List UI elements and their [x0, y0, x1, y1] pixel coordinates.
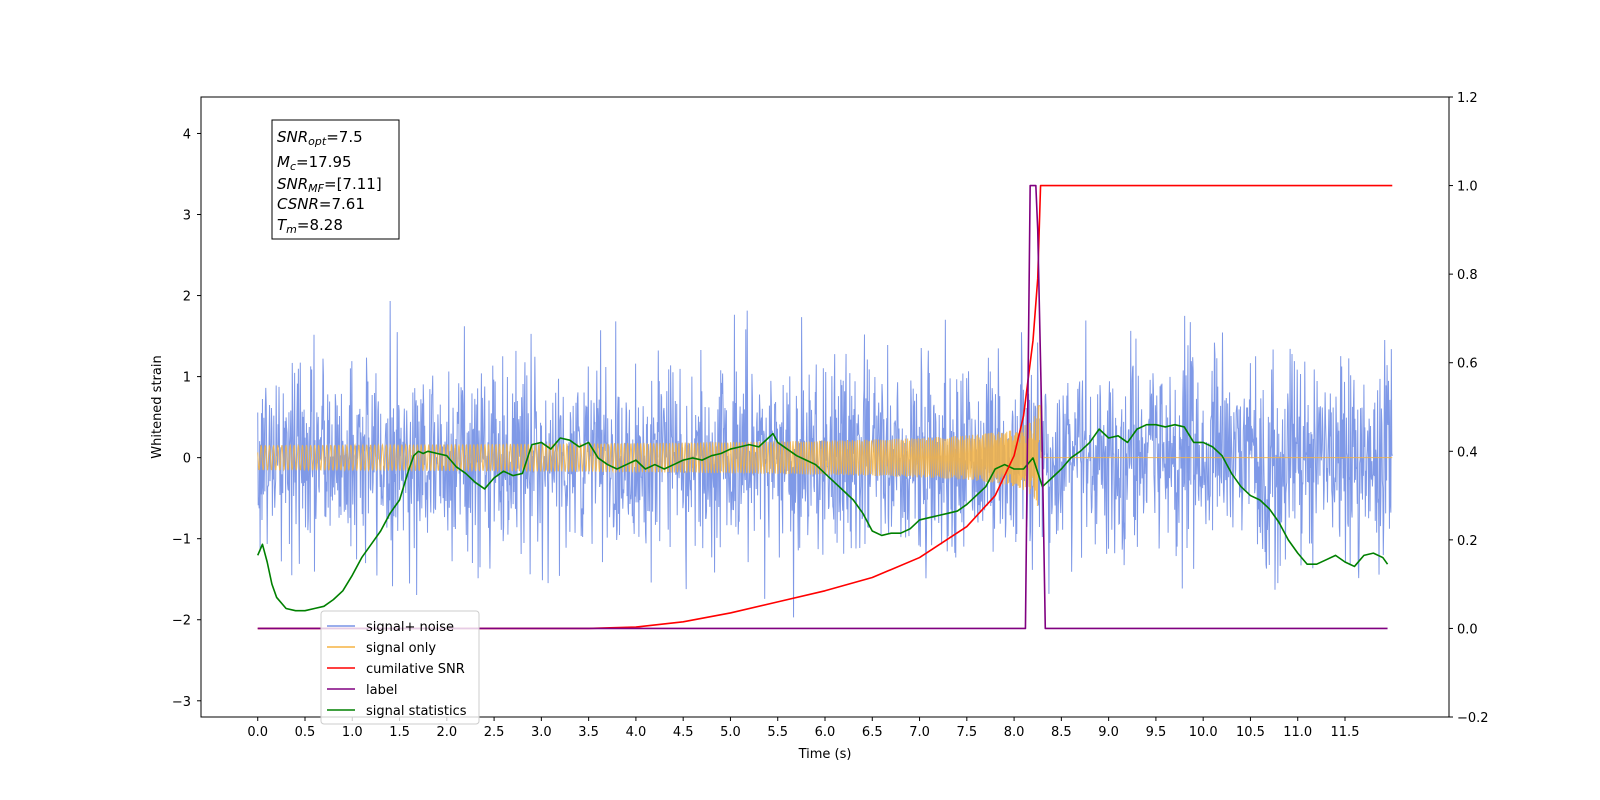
- annotation-tm-value: =8.28: [297, 216, 343, 234]
- legend-label: signal statistics: [366, 704, 467, 719]
- annotation-snr-mf-value: =[7.11]: [324, 175, 382, 193]
- y-tick-label: 3: [183, 209, 191, 224]
- series-signal-noise: [257, 301, 1393, 618]
- y2-tick-label: 0.6: [1457, 357, 1478, 372]
- y-tick-label: 0: [183, 452, 191, 467]
- y2-tick-label: 0.8: [1457, 268, 1478, 283]
- x-tick-label: 0.0: [247, 725, 268, 740]
- y-tick-label: 2: [183, 290, 191, 305]
- annotation-csnr-value: =7.61: [319, 195, 365, 213]
- legend-label: label: [366, 683, 397, 698]
- annotation-csnr-symbol: CSNR: [277, 195, 319, 213]
- x-tick-label: 10.5: [1236, 725, 1265, 740]
- annotation-snr-opt-symbol: SNR: [277, 128, 308, 146]
- y-tick-label: −3: [172, 695, 191, 710]
- x-tick-label: 2.5: [484, 725, 505, 740]
- x-tick-label: 7.0: [909, 725, 930, 740]
- series-layer: [256, 184, 1393, 630]
- x-tick-label: 9.5: [1146, 725, 1167, 740]
- annotation-snr-mf-subscript: MF: [308, 182, 324, 195]
- y-tick-label: −1: [172, 533, 191, 548]
- y-tick-label: −2: [172, 614, 191, 629]
- annotation-tm-subscript: m: [286, 223, 297, 236]
- annotation-snr-opt-value: =7.5: [326, 128, 362, 146]
- x-tick-label: 7.5: [956, 725, 977, 740]
- y2-tick-label: 0.2: [1457, 534, 1478, 549]
- annotation-snr-mf: SNRMF=[7.11]: [277, 175, 382, 195]
- y-axis-label: Whitened strain: [150, 355, 165, 458]
- x-tick-label: 4.0: [626, 725, 647, 740]
- x-tick-label: 1.0: [342, 725, 363, 740]
- legend-frame: [320, 610, 480, 725]
- x-tick-label: 0.5: [295, 725, 316, 740]
- annotation-csnr: CSNR=7.61: [277, 195, 365, 213]
- annotation-mc-symbol: M: [277, 153, 290, 171]
- y2-tick-label: −0.2: [1457, 711, 1489, 726]
- legend-label: signal only: [366, 641, 436, 656]
- annotation-mc-value: =17.95: [296, 153, 352, 171]
- x-tick-label: 1.5: [389, 725, 410, 740]
- y2-tick-label: 0.4: [1457, 445, 1478, 460]
- annotation-snr-opt-subscript: opt: [308, 135, 327, 148]
- plot-area: [256, 184, 1393, 630]
- x-tick-label: 5.0: [720, 725, 741, 740]
- x-tick-label: 5.5: [767, 725, 788, 740]
- x-axis-label: Time (s): [798, 747, 852, 762]
- legend-label: signal+ noise: [366, 620, 454, 635]
- x-tick-label: 8.0: [1004, 725, 1025, 740]
- legend-items: signal+ noise signal only cumilative SNR la…: [327, 620, 467, 719]
- y-tick-label: 1: [183, 371, 191, 386]
- annotation-frame: [271, 119, 400, 240]
- tick-group: 0.0 0.5 1.0 1.5 2.0 2.5 3.0 3.5 4.0 4.5 5.0 5.5 6.0 6…: [172, 91, 1489, 740]
- x-tick-label: 11.0: [1283, 725, 1312, 740]
- x-tick-label: 6.5: [862, 725, 883, 740]
- y2-tick-label: 1.2: [1457, 91, 1478, 106]
- legend: signal+ noise signal only cumilative SNR la…: [320, 610, 480, 725]
- annotation-mc: Mc=17.95: [277, 153, 352, 173]
- x-tick-label: 9.0: [1098, 725, 1119, 740]
- x-tick-label: 6.0: [815, 725, 836, 740]
- series-label: [257, 184, 1388, 630]
- x-tick-label: 3.0: [531, 725, 552, 740]
- x-tick-label: 4.5: [673, 725, 694, 740]
- annotation-tm: Tm=8.28: [277, 216, 343, 236]
- x-tick-label: 2.0: [436, 725, 457, 740]
- y2-tick-label: 1.0: [1457, 180, 1478, 195]
- y2-tick-label: 0.0: [1457, 622, 1478, 637]
- y-tick-label: 4: [183, 127, 191, 142]
- x-tick-label: 11.5: [1331, 725, 1360, 740]
- series-signal-statistics: [256, 423, 1389, 612]
- annotation-mc-subscript: c: [290, 160, 296, 173]
- annotation-tm-symbol: T: [277, 216, 288, 234]
- x-tick-label: 10.0: [1189, 725, 1218, 740]
- x-tick-label: 8.5: [1051, 725, 1072, 740]
- annotation-snr-opt: SNRopt=7.5: [277, 128, 363, 148]
- x-tick-label: 3.5: [578, 725, 599, 740]
- annotation-box: SNRopt=7.5 Mc=17.95 SNRMF=[7.11] CSNR=7.…: [271, 119, 400, 240]
- legend-label: cumilative SNR: [366, 662, 465, 677]
- annotation-snr-mf-symbol: SNR: [277, 175, 308, 193]
